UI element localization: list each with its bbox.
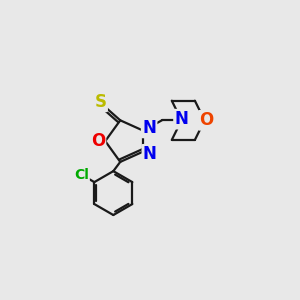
Text: S: S — [94, 93, 106, 111]
Text: N: N — [143, 145, 157, 163]
Text: N: N — [142, 119, 156, 137]
Text: Cl: Cl — [74, 168, 89, 182]
Text: O: O — [91, 132, 105, 150]
Text: O: O — [199, 111, 214, 129]
Text: N: N — [175, 110, 188, 128]
